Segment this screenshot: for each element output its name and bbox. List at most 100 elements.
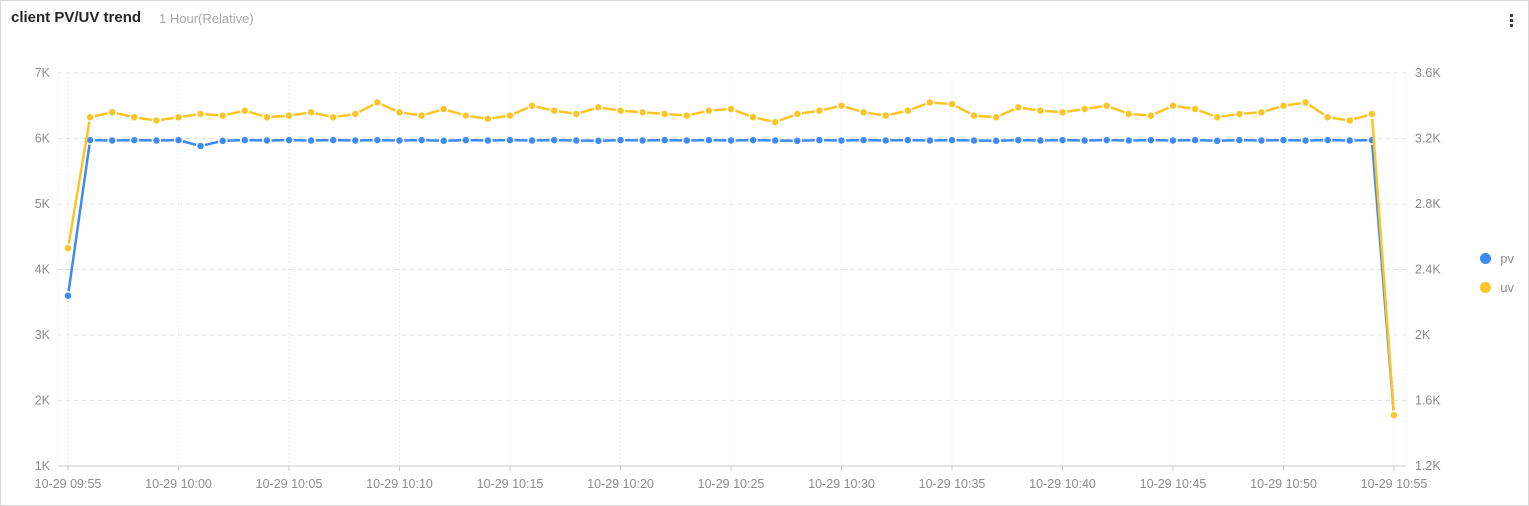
uv-data-point[interactable]: [284, 110, 294, 121]
pv-data-point[interactable]: [1278, 135, 1289, 145]
uv-data-point[interactable]: [836, 101, 847, 111]
uv-data-point[interactable]: [991, 112, 1001, 122]
uv-data-point[interactable]: [637, 107, 648, 118]
pv-data-point[interactable]: [217, 136, 228, 146]
uv-data-point[interactable]: [770, 117, 780, 127]
pv-data-point[interactable]: [858, 135, 869, 145]
uv-data-point[interactable]: [1035, 105, 1046, 116]
pv-data-point[interactable]: [262, 135, 272, 146]
pv-data-point[interactable]: [726, 135, 736, 146]
pv-data-point[interactable]: [527, 135, 537, 146]
uv-data-point[interactable]: [372, 97, 383, 108]
uv-data-point[interactable]: [1389, 410, 1399, 420]
uv-data-point[interactable]: [1278, 101, 1289, 111]
uv-data-point[interactable]: [461, 110, 471, 121]
pv-data-point[interactable]: [240, 135, 250, 145]
pv-data-point[interactable]: [1190, 135, 1200, 145]
uv-data-point[interactable]: [947, 99, 957, 109]
uv-data-point[interactable]: [704, 105, 714, 116]
pv-data-point[interactable]: [1013, 135, 1024, 145]
pv-data-point[interactable]: [1035, 135, 1046, 146]
pv-data-point[interactable]: [792, 136, 803, 146]
uv-data-point[interactable]: [1190, 104, 1200, 114]
uv-data-point[interactable]: [903, 105, 913, 116]
uv-data-point[interactable]: [682, 110, 692, 121]
uv-data-point[interactable]: [1234, 109, 1245, 119]
pv-data-point[interactable]: [483, 135, 493, 146]
uv-data-point[interactable]: [217, 110, 228, 121]
pv-data-point[interactable]: [1212, 136, 1222, 146]
uv-data-point[interactable]: [814, 105, 825, 116]
pv-data-point[interactable]: [173, 135, 184, 145]
uv-data-point[interactable]: [350, 109, 361, 119]
uv-data-point[interactable]: [438, 104, 449, 114]
pv-data-point[interactable]: [1300, 135, 1311, 146]
uv-data-point[interactable]: [1124, 109, 1134, 119]
pv-data-point[interactable]: [1101, 135, 1112, 145]
legend-item-uv[interactable]: uv: [1480, 280, 1514, 295]
uv-data-point[interactable]: [1212, 112, 1222, 122]
uv-data-point[interactable]: [63, 243, 73, 253]
uv-data-point[interactable]: [792, 109, 803, 119]
pv-data-point[interactable]: [1124, 135, 1134, 146]
pv-data-point[interactable]: [925, 135, 935, 146]
uv-data-point[interactable]: [306, 107, 316, 118]
pv-data-point[interactable]: [438, 136, 449, 146]
uv-data-point[interactable]: [748, 112, 758, 122]
pv-data-point[interactable]: [1057, 135, 1068, 145]
pv-data-point[interactable]: [637, 135, 648, 146]
uv-data-point[interactable]: [416, 110, 427, 121]
pv-data-point[interactable]: [151, 135, 162, 146]
uv-data-point[interactable]: [969, 110, 979, 121]
uv-data-point[interactable]: [659, 109, 670, 119]
uv-data-point[interactable]: [1057, 107, 1068, 118]
pv-data-point[interactable]: [814, 135, 825, 145]
uv-data-point[interactable]: [1367, 109, 1377, 119]
pv-data-point[interactable]: [195, 141, 206, 151]
pv-data-point[interactable]: [593, 136, 604, 146]
pv-data-point[interactable]: [284, 135, 294, 145]
pv-data-point[interactable]: [350, 135, 361, 146]
pv-data-point[interactable]: [659, 135, 670, 145]
pv-data-point[interactable]: [748, 135, 758, 145]
pv-data-point[interactable]: [991, 136, 1001, 146]
uv-data-point[interactable]: [1345, 115, 1355, 126]
pv-data-point[interactable]: [394, 135, 405, 146]
uv-data-point[interactable]: [173, 112, 184, 122]
pv-data-point[interactable]: [836, 135, 847, 146]
pv-data-point[interactable]: [1146, 135, 1156, 145]
pv-data-point[interactable]: [505, 135, 515, 145]
uv-data-point[interactable]: [593, 102, 604, 113]
uv-data-point[interactable]: [527, 101, 537, 111]
pv-data-point[interactable]: [615, 135, 626, 145]
pv-data-point[interactable]: [903, 135, 913, 145]
uv-data-point[interactable]: [505, 110, 515, 121]
pv-data-point[interactable]: [1079, 135, 1090, 146]
kebab-menu-icon[interactable]: [1502, 10, 1520, 30]
pv-data-point[interactable]: [372, 135, 383, 145]
uv-data-point[interactable]: [1256, 107, 1267, 118]
pv-data-point[interactable]: [1234, 135, 1245, 145]
uv-data-point[interactable]: [1013, 102, 1024, 113]
uv-data-point[interactable]: [571, 109, 582, 119]
uv-data-point[interactable]: [615, 105, 626, 116]
uv-data-point[interactable]: [1146, 110, 1156, 121]
uv-data-point[interactable]: [880, 110, 891, 121]
pv-data-point[interactable]: [770, 135, 780, 146]
uv-data-point[interactable]: [1101, 101, 1112, 111]
uv-data-point[interactable]: [107, 107, 117, 118]
pv-data-point[interactable]: [328, 135, 338, 145]
pv-data-point[interactable]: [947, 135, 957, 145]
uv-data-point[interactable]: [328, 112, 338, 122]
pv-data-point[interactable]: [1322, 135, 1333, 145]
pv-data-point[interactable]: [129, 135, 140, 145]
pv-data-point[interactable]: [969, 135, 979, 146]
pv-data-point[interactable]: [1168, 135, 1178, 146]
pv-data-point[interactable]: [416, 135, 427, 145]
pv-data-point[interactable]: [306, 135, 316, 146]
uv-data-point[interactable]: [1168, 101, 1178, 111]
pv-data-point[interactable]: [1345, 135, 1355, 146]
uv-data-point[interactable]: [151, 115, 162, 126]
